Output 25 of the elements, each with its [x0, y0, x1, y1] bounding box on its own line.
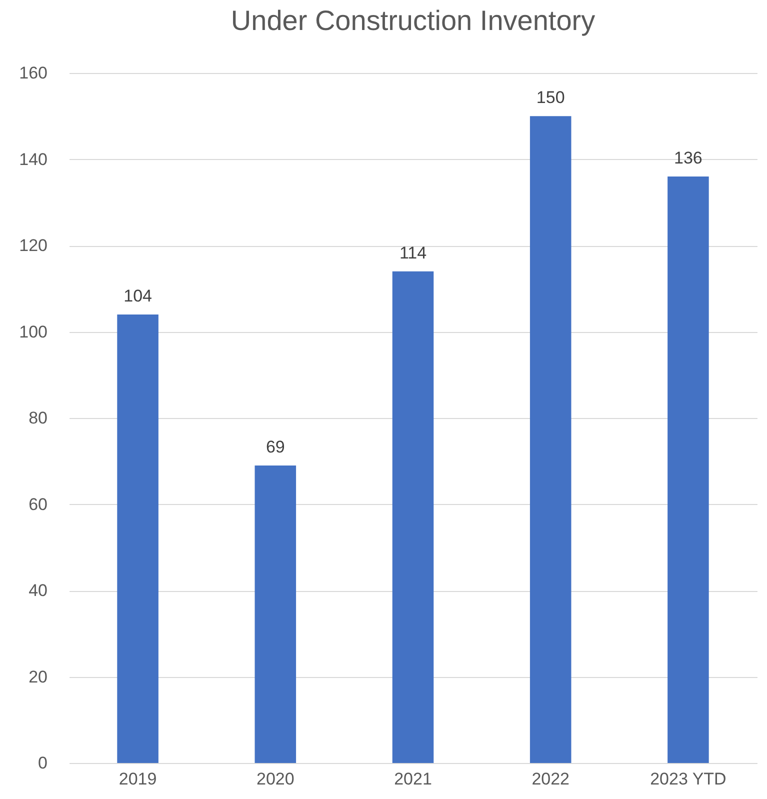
data-label: 114: [399, 243, 427, 262]
data-label: 150: [536, 88, 565, 108]
y-tick-label: 140: [19, 150, 48, 169]
x-tick-label: 2020: [256, 770, 294, 788]
y-tick-label: 0: [38, 754, 48, 772]
y-tick-label: 20: [28, 667, 48, 686]
chart-title: Under Construction Inventory: [230, 5, 596, 36]
y-tick-label: 80: [28, 408, 48, 428]
data-label: 104: [124, 286, 152, 306]
bar: [392, 271, 434, 763]
x-tick-label: 2019: [118, 770, 157, 788]
data-label: 136: [674, 148, 702, 168]
x-tick-label: 2022: [532, 770, 570, 788]
y-tick-label: 100: [19, 322, 48, 342]
bar: [530, 116, 572, 763]
bar: [668, 176, 709, 763]
x-tick-label: 2023 YTD: [650, 770, 726, 788]
bar: [254, 465, 296, 763]
bar: [117, 314, 158, 763]
y-tick-label: 160: [19, 64, 48, 82]
x-tick-label: 2021: [394, 770, 432, 788]
y-tick-label: 120: [19, 236, 48, 255]
y-tick-label: 40: [28, 581, 48, 600]
y-tick-label: 60: [28, 494, 48, 514]
data-label: 69: [266, 437, 285, 456]
